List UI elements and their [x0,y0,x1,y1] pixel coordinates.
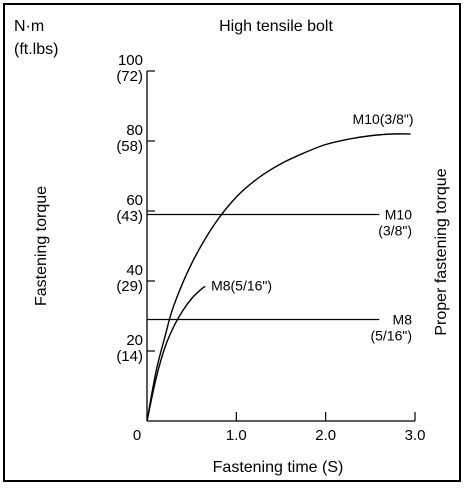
chart-frame [3,3,461,482]
level-label-3: M8 [393,312,413,328]
series-curve-1 [146,285,206,422]
series-curve-0 [146,133,411,422]
x-tick-label-3.0: 3.0 [405,427,426,444]
right-axis-title: Proper fastening torque [433,168,450,335]
y-unit-ftlbs: (ft.lbs) [14,41,58,58]
y-tick-sublabel-60: (43) [116,208,143,225]
level-sublabel-3: (5/16") [370,328,412,344]
x-tick-label-0: 0 [133,427,141,444]
x-ticks: 0 1.0 2.0 3.0 [133,412,426,444]
series-label-1: M8(5/16") [211,277,272,293]
x-tick-label-1.0: 1.0 [226,427,247,444]
y-tick-label-20: 20 [126,332,143,349]
y-tick-label-100: 100 [118,52,143,69]
x-tick-label-2.0: 2.0 [315,427,336,444]
y-tick-sublabel-20: (14) [116,348,143,365]
y-ticks: 20(14) 40(29) 60(43) 80(58) 100(72) [116,52,155,365]
chart-title: High tensile bolt [219,18,333,35]
y-unit-nm: N·m [14,18,44,35]
y-tick-sublabel-40: (29) [116,278,143,295]
y-tick-label-40: 40 [126,262,143,279]
x-axis-title: Fastening time (S) [213,459,344,476]
series-layer: M10(3/8") M8(5/16") M10(3/8") M8(5/16") [146,111,414,422]
level-label-2: M10 [385,207,412,223]
y-tick-label-80: 80 [126,122,143,139]
y-tick-sublabel-100: (72) [116,68,143,85]
y-axis-title: Fastening torque [33,186,50,306]
y-tick-label-60: 60 [126,192,143,209]
level-sublabel-2: (3/8") [378,223,412,239]
series-label-0: M10(3/8") [353,111,414,127]
y-tick-sublabel-80: (58) [116,138,143,155]
